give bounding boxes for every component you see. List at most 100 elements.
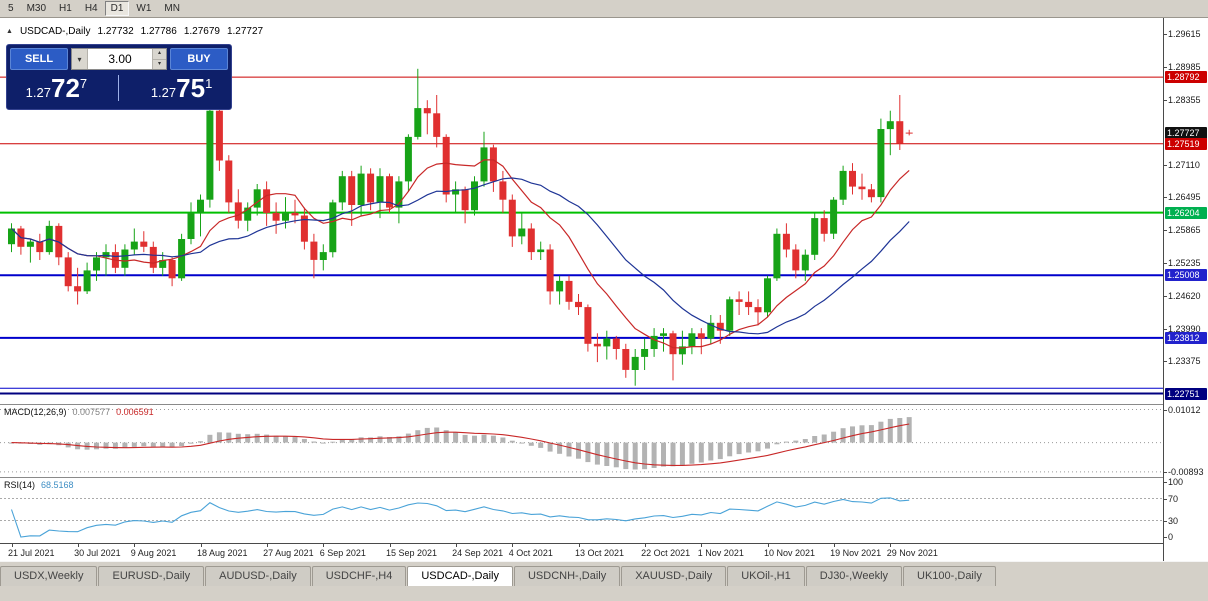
chart-title: ▲ USDCAD-,Daily 1.27732 1.27786 1.27679 … — [6, 26, 263, 37]
date-label: 19 Nov 2021 — [830, 548, 882, 558]
volume-spinner[interactable]: ▴ ▾ — [152, 49, 166, 69]
date-label: 22 Oct 2021 — [641, 548, 691, 558]
price-axis[interactable]: 1.29615 1.28985 1.28355 1.27110 1.26495 1.258… — [1163, 18, 1208, 561]
chart-tab-audusd[interactable]: AUDUSD-,Daily — [205, 566, 311, 586]
timeframe-button-h4[interactable]: H4 — [84, 3, 98, 14]
price-level-badge: 1.27519 — [1165, 137, 1207, 150]
rsi-label: RSI(14) 68.5168 — [4, 480, 74, 490]
timeline-tick — [512, 544, 514, 547]
chart-tab-uk100[interactable]: UK100-,Daily — [903, 566, 996, 586]
sell-button[interactable]: SELL — [10, 48, 68, 70]
price-level-badge: 1.26204 — [1165, 206, 1207, 219]
ohlc-close: 1.27727 — [226, 26, 264, 37]
date-label: 24 Sep 2021 — [452, 548, 504, 558]
price-level-badge: 1.22751 — [1165, 387, 1207, 400]
price-tick-label: 1.24620 — [1164, 290, 1201, 301]
price-tick-label: 1.25865 — [1164, 225, 1201, 236]
macd-chart[interactable] — [0, 405, 1163, 477]
ask-big-digits: 75 — [176, 73, 206, 103]
date-label: 29 Nov 2021 — [886, 548, 938, 558]
macd-indicator-pane[interactable]: MACD(12,26,9) 0.007577 0.006591 — [0, 404, 1163, 477]
candlestick-chart[interactable] — [0, 18, 1163, 404]
price-divider — [118, 75, 120, 101]
volume-control[interactable]: ▾ 3.00 ▴ ▾ — [71, 48, 167, 70]
chart-window: ▲ USDCAD-,Daily 1.27732 1.27786 1.27679 … — [0, 18, 1208, 561]
volume-down-icon[interactable]: ▾ — [153, 59, 166, 69]
timeline-tick — [455, 544, 457, 547]
timeframe-button-mn[interactable]: MN — [164, 3, 180, 14]
price-tick-label: 1.26495 — [1164, 192, 1201, 203]
buy-button[interactable]: BUY — [170, 48, 228, 70]
rsi-chart[interactable] — [0, 478, 1163, 543]
price-tick-label: 1.27110 — [1164, 160, 1200, 171]
rsi-indicator-pane[interactable]: RSI(14) 68.5168 — [0, 477, 1163, 543]
bid-price: 1.27 72 7 — [26, 74, 87, 102]
rsi-axis-label: 0 — [1163, 532, 1174, 542]
macd-name: MACD(12,26,9) — [4, 407, 67, 417]
price-tick-label: 1.29615 — [1164, 29, 1201, 39]
chart-tab-ukoil[interactable]: UKOil-,H1 — [727, 566, 805, 586]
plot-column: ▲ USDCAD-,Daily 1.27732 1.27786 1.27679 … — [0, 18, 1163, 561]
rsi-value: 68.5168 — [41, 480, 74, 490]
volume-dropdown-icon[interactable]: ▾ — [72, 49, 88, 69]
chart-tab-usdchf[interactable]: USDCHF-,H4 — [311, 566, 407, 586]
timeline-tick — [323, 544, 325, 547]
price-level-badge: 1.27727 — [1165, 126, 1207, 139]
macd-axis-label: -0.00893 — [1164, 466, 1204, 477]
timeline-tick — [134, 544, 136, 547]
timeline-tick — [266, 544, 268, 547]
ask-pipette: 1 — [205, 76, 213, 91]
macd-signal-value: 0.006591 — [116, 407, 154, 417]
main-chart-pane[interactable]: ▲ USDCAD-,Daily 1.27732 1.27786 1.27679 … — [0, 18, 1163, 404]
date-label: 18 Aug 2021 — [197, 548, 248, 558]
timeframe-button-w1[interactable]: W1 — [136, 3, 152, 14]
date-label: 1 Nov 2021 — [697, 548, 744, 558]
timeframe-button-m30[interactable]: M30 — [26, 3, 47, 14]
timeline-tick — [890, 544, 892, 547]
volume-input[interactable]: 3.00 — [108, 52, 132, 66]
chart-tab-xauusd[interactable]: XAUUSD-,Daily — [621, 566, 727, 586]
macd-main-value: 0.007577 — [72, 407, 111, 417]
bid-prefix: 1.27 — [25, 85, 51, 100]
bid-big-digits: 72 — [50, 73, 80, 103]
price-tick-label: 1.25235 — [1164, 258, 1201, 269]
timeline-tick — [701, 544, 703, 547]
price-level-badge: 1.23812 — [1165, 331, 1207, 344]
date-label: 13 Oct 2021 — [575, 548, 625, 558]
rsi-axis-label: 100 — [1163, 477, 1184, 487]
timeline-tick — [389, 544, 391, 547]
price-tick-label: 1.28355 — [1164, 95, 1201, 105]
macd-axis-label: 0.01012 — [1164, 404, 1201, 415]
volume-up-icon[interactable]: ▴ — [153, 49, 166, 60]
date-label: 6 Sep 2021 — [319, 548, 366, 558]
timeframe-button-5[interactable]: 5 — [8, 3, 14, 14]
timeframe-button-d1[interactable]: D1 — [104, 1, 130, 16]
date-label: 10 Nov 2021 — [764, 548, 816, 558]
rsi-axis-label: 30 — [1163, 515, 1179, 526]
chart-tab-usdcad[interactable]: USDCAD-,Daily — [407, 566, 513, 586]
chart-tab-usdcnh[interactable]: USDCNH-,Daily — [513, 566, 621, 586]
chart-tab-usdx[interactable]: USDX,Weekly — [0, 566, 98, 586]
ask-price: 1.27 75 1 — [151, 74, 212, 102]
chart-tab-eurusd[interactable]: EURUSD-,Daily — [98, 566, 205, 586]
timeline-tick — [644, 544, 646, 547]
price-level-badge: 1.25008 — [1165, 269, 1207, 282]
date-label: 27 Aug 2021 — [263, 548, 314, 558]
rsi-name: RSI(14) — [4, 480, 36, 490]
ohlc-low: 1.27679 — [183, 26, 220, 37]
one-click-trading-panel: SELL ▾ 3.00 ▴ ▾ BUY 1.27 72 7 1.27 75 1 — [6, 44, 232, 110]
macd-label: MACD(12,26,9) 0.007577 0.006591 — [4, 407, 154, 417]
rsi-axis-label: 70 — [1163, 493, 1179, 504]
chart-tab-dj30[interactable]: DJ30-,Weekly — [805, 566, 903, 586]
price-level-badge: 1.28792 — [1165, 71, 1207, 84]
timeline-tick — [767, 544, 769, 547]
timeline-tick — [578, 544, 580, 547]
bid-pipette: 7 — [79, 76, 88, 91]
one-click-toggle-icon[interactable]: ▲ — [6, 28, 13, 35]
date-label: 15 Sep 2021 — [386, 548, 438, 558]
ohlc-open: 1.27732 — [97, 26, 134, 37]
timeline[interactable]: 21 Jul 2021 30 Jul 2021 9 Aug 2021 18 Aug 2… — [0, 543, 1163, 561]
date-label: 4 Oct 2021 — [508, 548, 553, 558]
timeframe-toolbar: 5 M30 H1 H4 D1 W1 MN — [0, 0, 1208, 18]
timeframe-button-h1[interactable]: H1 — [59, 3, 72, 14]
